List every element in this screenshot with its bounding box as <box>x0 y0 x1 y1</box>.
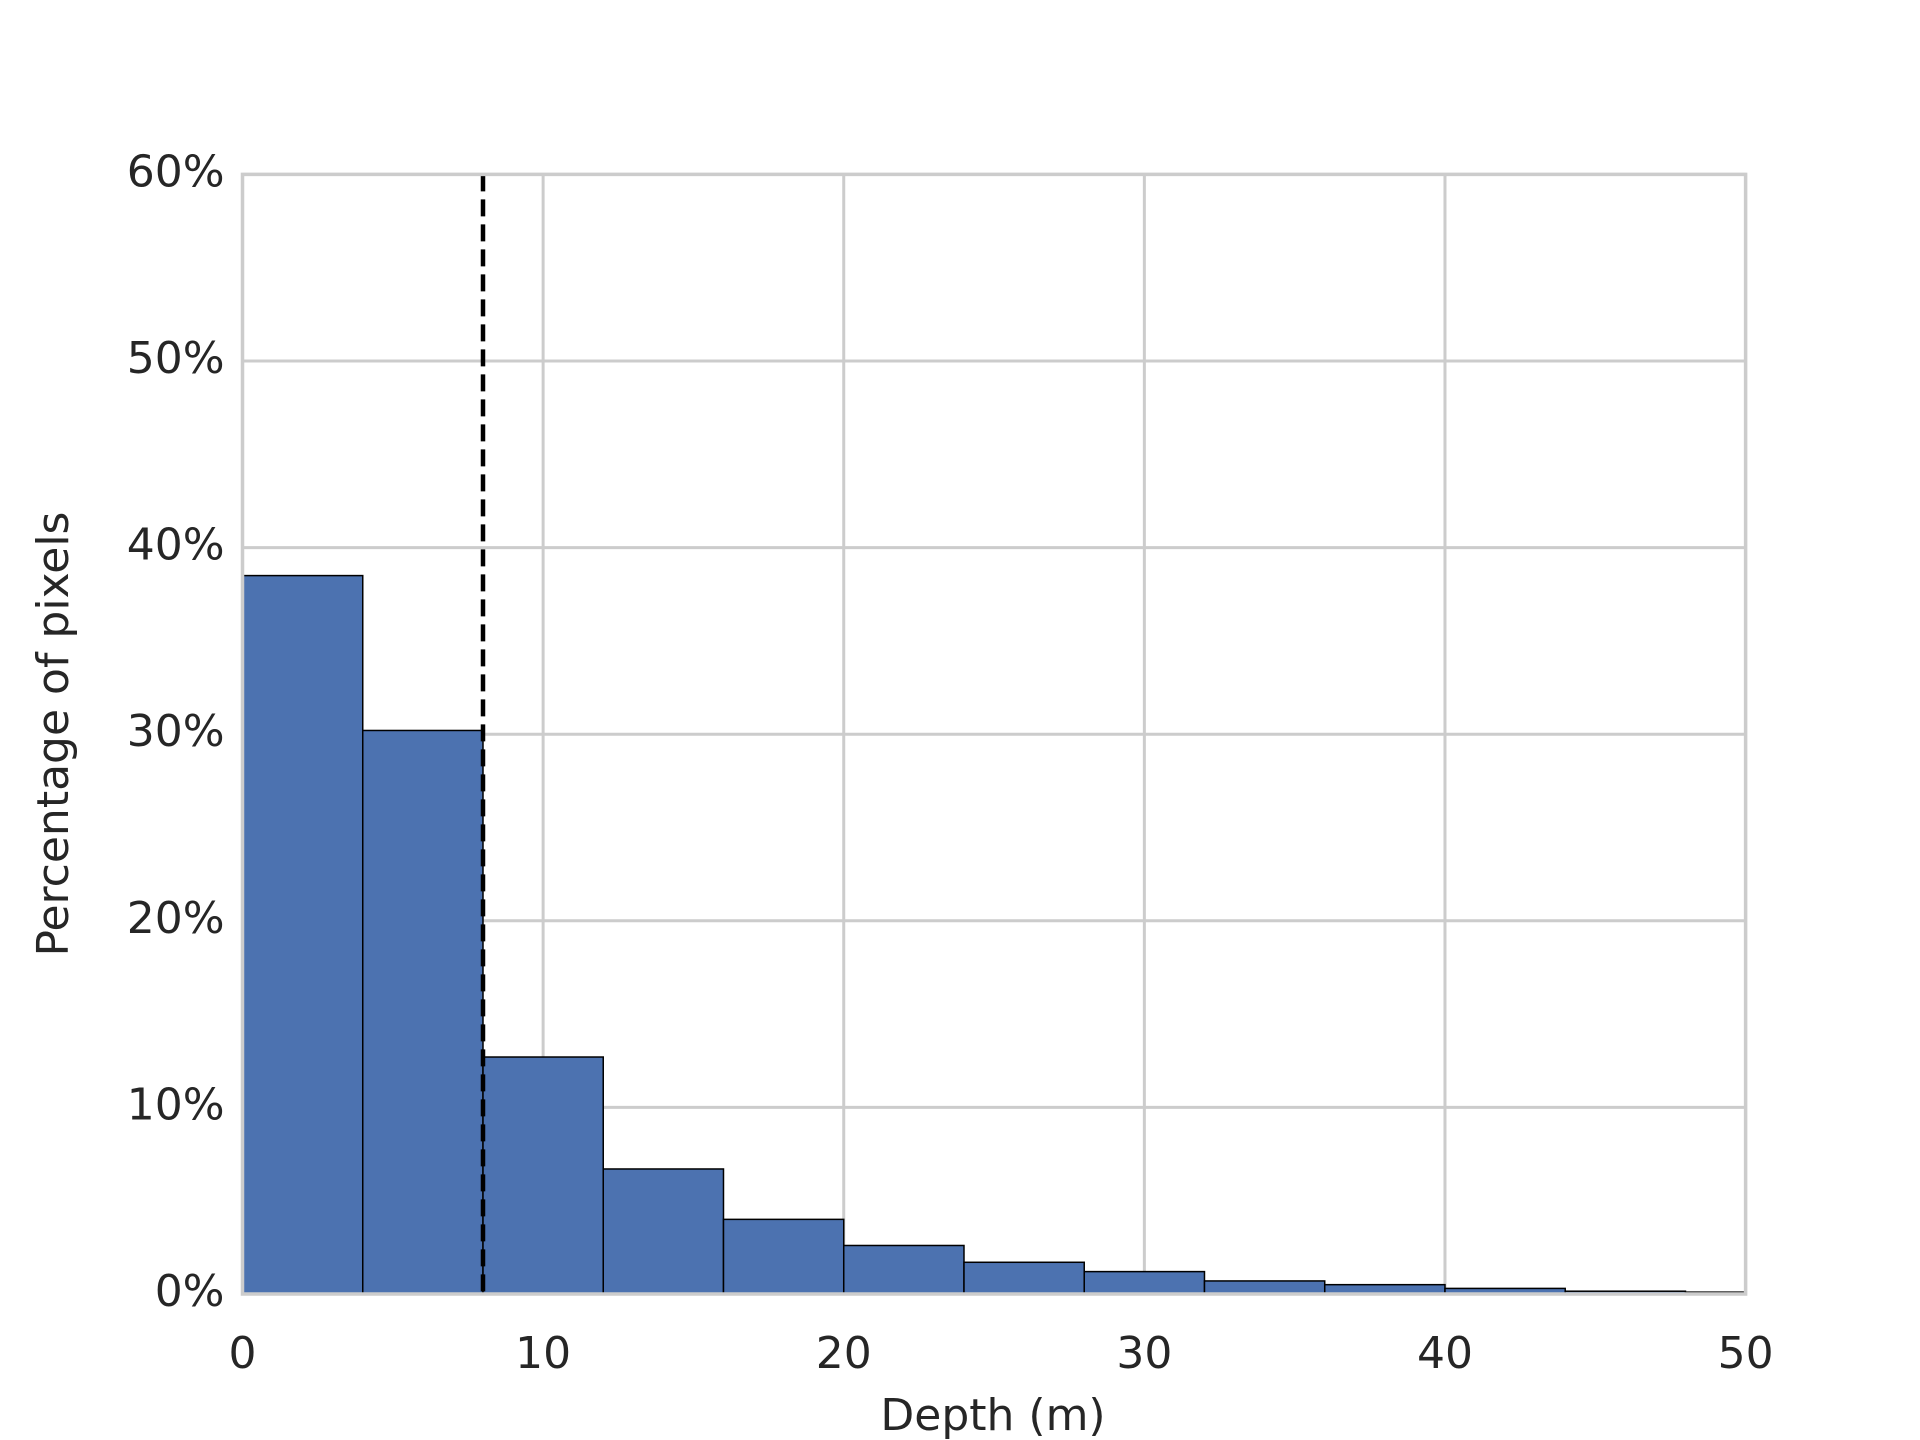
x-tick-label: 50 <box>1718 1328 1774 1379</box>
x-tick-label: 30 <box>1116 1328 1172 1379</box>
y-tick-label: 20% <box>127 893 225 944</box>
bar <box>482 1056 604 1295</box>
y-tick-label: 40% <box>127 520 225 571</box>
y-axis-label: Percentage of pixels <box>28 512 79 957</box>
x-tick-label: 20 <box>816 1328 872 1379</box>
bar <box>241 574 364 1295</box>
bar <box>963 1261 1085 1295</box>
bar <box>842 1244 965 1295</box>
bar <box>361 729 484 1295</box>
y-tick-label: 0% <box>155 1266 225 1317</box>
plot-frame <box>240 172 1748 1296</box>
bar <box>1083 1270 1206 1295</box>
bar <box>1203 1280 1326 1295</box>
bar <box>602 1168 725 1295</box>
x-tick-label: 10 <box>515 1328 571 1379</box>
x-axis-label: Depth (m) <box>880 1390 1105 1440</box>
y-tick-label: 30% <box>127 706 225 757</box>
x-tick-label: 40 <box>1417 1328 1473 1379</box>
y-tick-label: 50% <box>127 333 225 384</box>
x-tick-label: 0 <box>229 1328 257 1379</box>
y-tick-label: 10% <box>127 1079 225 1130</box>
y-tick-label: 60% <box>127 146 225 197</box>
bar <box>722 1218 845 1295</box>
